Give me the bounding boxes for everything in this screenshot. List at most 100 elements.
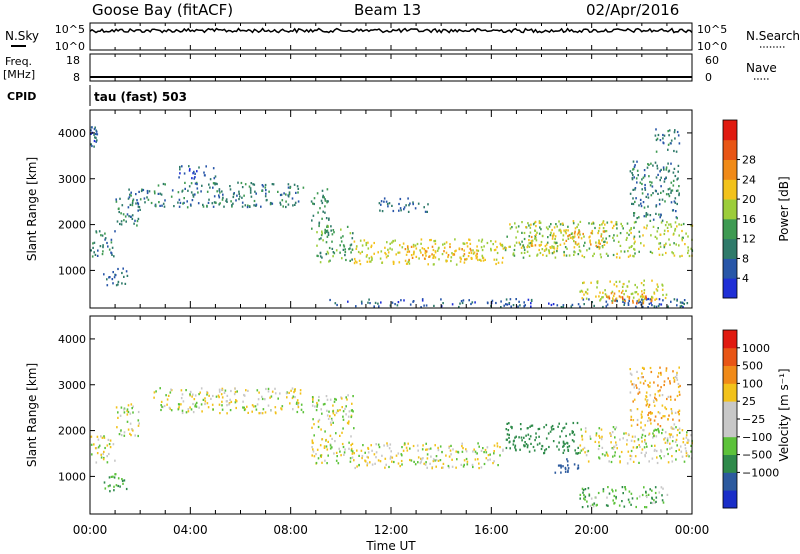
power-cell [658, 253, 661, 256]
velocity-cell [267, 387, 270, 390]
power-cell [592, 222, 595, 225]
velocity-cell [587, 449, 590, 453]
velocity-cell [649, 385, 651, 388]
power-cell [381, 261, 383, 264]
power-cell [96, 254, 99, 257]
velocity-cell [556, 445, 558, 448]
power-cell [640, 303, 642, 306]
velocity-cell [549, 430, 552, 433]
power-cell [676, 130, 679, 134]
velocity-cell [567, 467, 570, 470]
power-cell [580, 289, 583, 292]
velocity-cell [437, 449, 440, 452]
velocity-cell [478, 467, 480, 470]
velocity-cell [642, 376, 644, 379]
power-cell [423, 304, 425, 307]
power-cell [628, 297, 631, 300]
power-cell [504, 249, 507, 252]
power-cell [606, 303, 609, 306]
velocity-cell [612, 447, 615, 450]
power-cell [582, 281, 584, 285]
power-cell [643, 295, 645, 298]
velocity-cell [406, 449, 409, 452]
power-cell [94, 126, 96, 129]
power-cell [451, 252, 453, 255]
velocity-cell [538, 427, 541, 430]
velocity-cell [547, 432, 550, 435]
velocity-cell [347, 422, 350, 425]
velocity-cell [618, 455, 621, 458]
power-cell [527, 298, 530, 301]
power-cell [583, 303, 585, 306]
power-cell [287, 203, 290, 206]
power-cell [467, 255, 470, 258]
power-cell [528, 235, 531, 238]
velocity-cell [562, 451, 565, 454]
power-cell [209, 178, 212, 181]
power-cell [164, 183, 166, 186]
power-cell [663, 180, 666, 183]
velocity-cell [675, 450, 677, 453]
velocity-cell [674, 440, 677, 443]
power-cell [136, 224, 138, 227]
velocity-cell [90, 443, 93, 446]
power-cell [477, 258, 479, 262]
velocity-cell [575, 452, 577, 455]
power-cell [455, 263, 458, 266]
power-cell [597, 245, 600, 248]
power-cell [282, 205, 284, 208]
power-cell [576, 225, 578, 229]
power-cell [540, 240, 543, 244]
velocity-cell [375, 443, 377, 446]
velocity-cell [678, 409, 681, 412]
power-cell [319, 255, 322, 258]
velocity-cell [662, 487, 664, 490]
power-cell [420, 238, 423, 241]
velocity-cell [676, 444, 678, 447]
power-cell [466, 245, 469, 248]
velocity-cell [259, 412, 262, 415]
velocity-cell [109, 490, 111, 493]
power-cell [202, 205, 205, 208]
power-cell [609, 280, 611, 283]
power-cell [387, 254, 389, 257]
power-cell [668, 223, 670, 226]
velocity-cell [416, 444, 419, 447]
velocity-cell [350, 444, 352, 447]
colorbar-tick-label: −25 [742, 413, 765, 426]
velocity-cell [450, 453, 452, 456]
velocity-cell [615, 497, 617, 500]
velocity-cell [324, 402, 326, 406]
velocity-cell [251, 404, 254, 407]
power-cell [414, 244, 417, 247]
power-cell [349, 259, 351, 262]
power-cell [515, 236, 517, 239]
power-cell [327, 252, 330, 255]
velocity-cell [526, 446, 529, 449]
power-cell [590, 243, 592, 246]
velocity-cell [566, 442, 569, 445]
power-cell [102, 246, 104, 249]
power-cell [633, 214, 635, 217]
velocity-cell [286, 396, 288, 399]
power-cell [622, 300, 624, 303]
power-cell [603, 230, 605, 233]
power-cell [611, 290, 614, 293]
velocity-cell [342, 415, 344, 418]
velocity-cell [159, 387, 161, 390]
velocity-cell [644, 455, 646, 458]
velocity-cell [447, 464, 450, 468]
power-cell [543, 249, 546, 252]
power-cell [330, 225, 332, 228]
power-cell [638, 216, 640, 219]
power-cell [218, 194, 220, 197]
power-cell [178, 198, 181, 201]
velocity-cell [666, 439, 669, 442]
power-cell [477, 249, 480, 252]
power-cell [577, 303, 580, 306]
power-cell [668, 129, 671, 132]
velocity-cell [217, 394, 220, 397]
velocity-cell [472, 465, 474, 469]
power-cell [651, 185, 654, 188]
nsky-tick-top: 10^5 [55, 23, 85, 36]
